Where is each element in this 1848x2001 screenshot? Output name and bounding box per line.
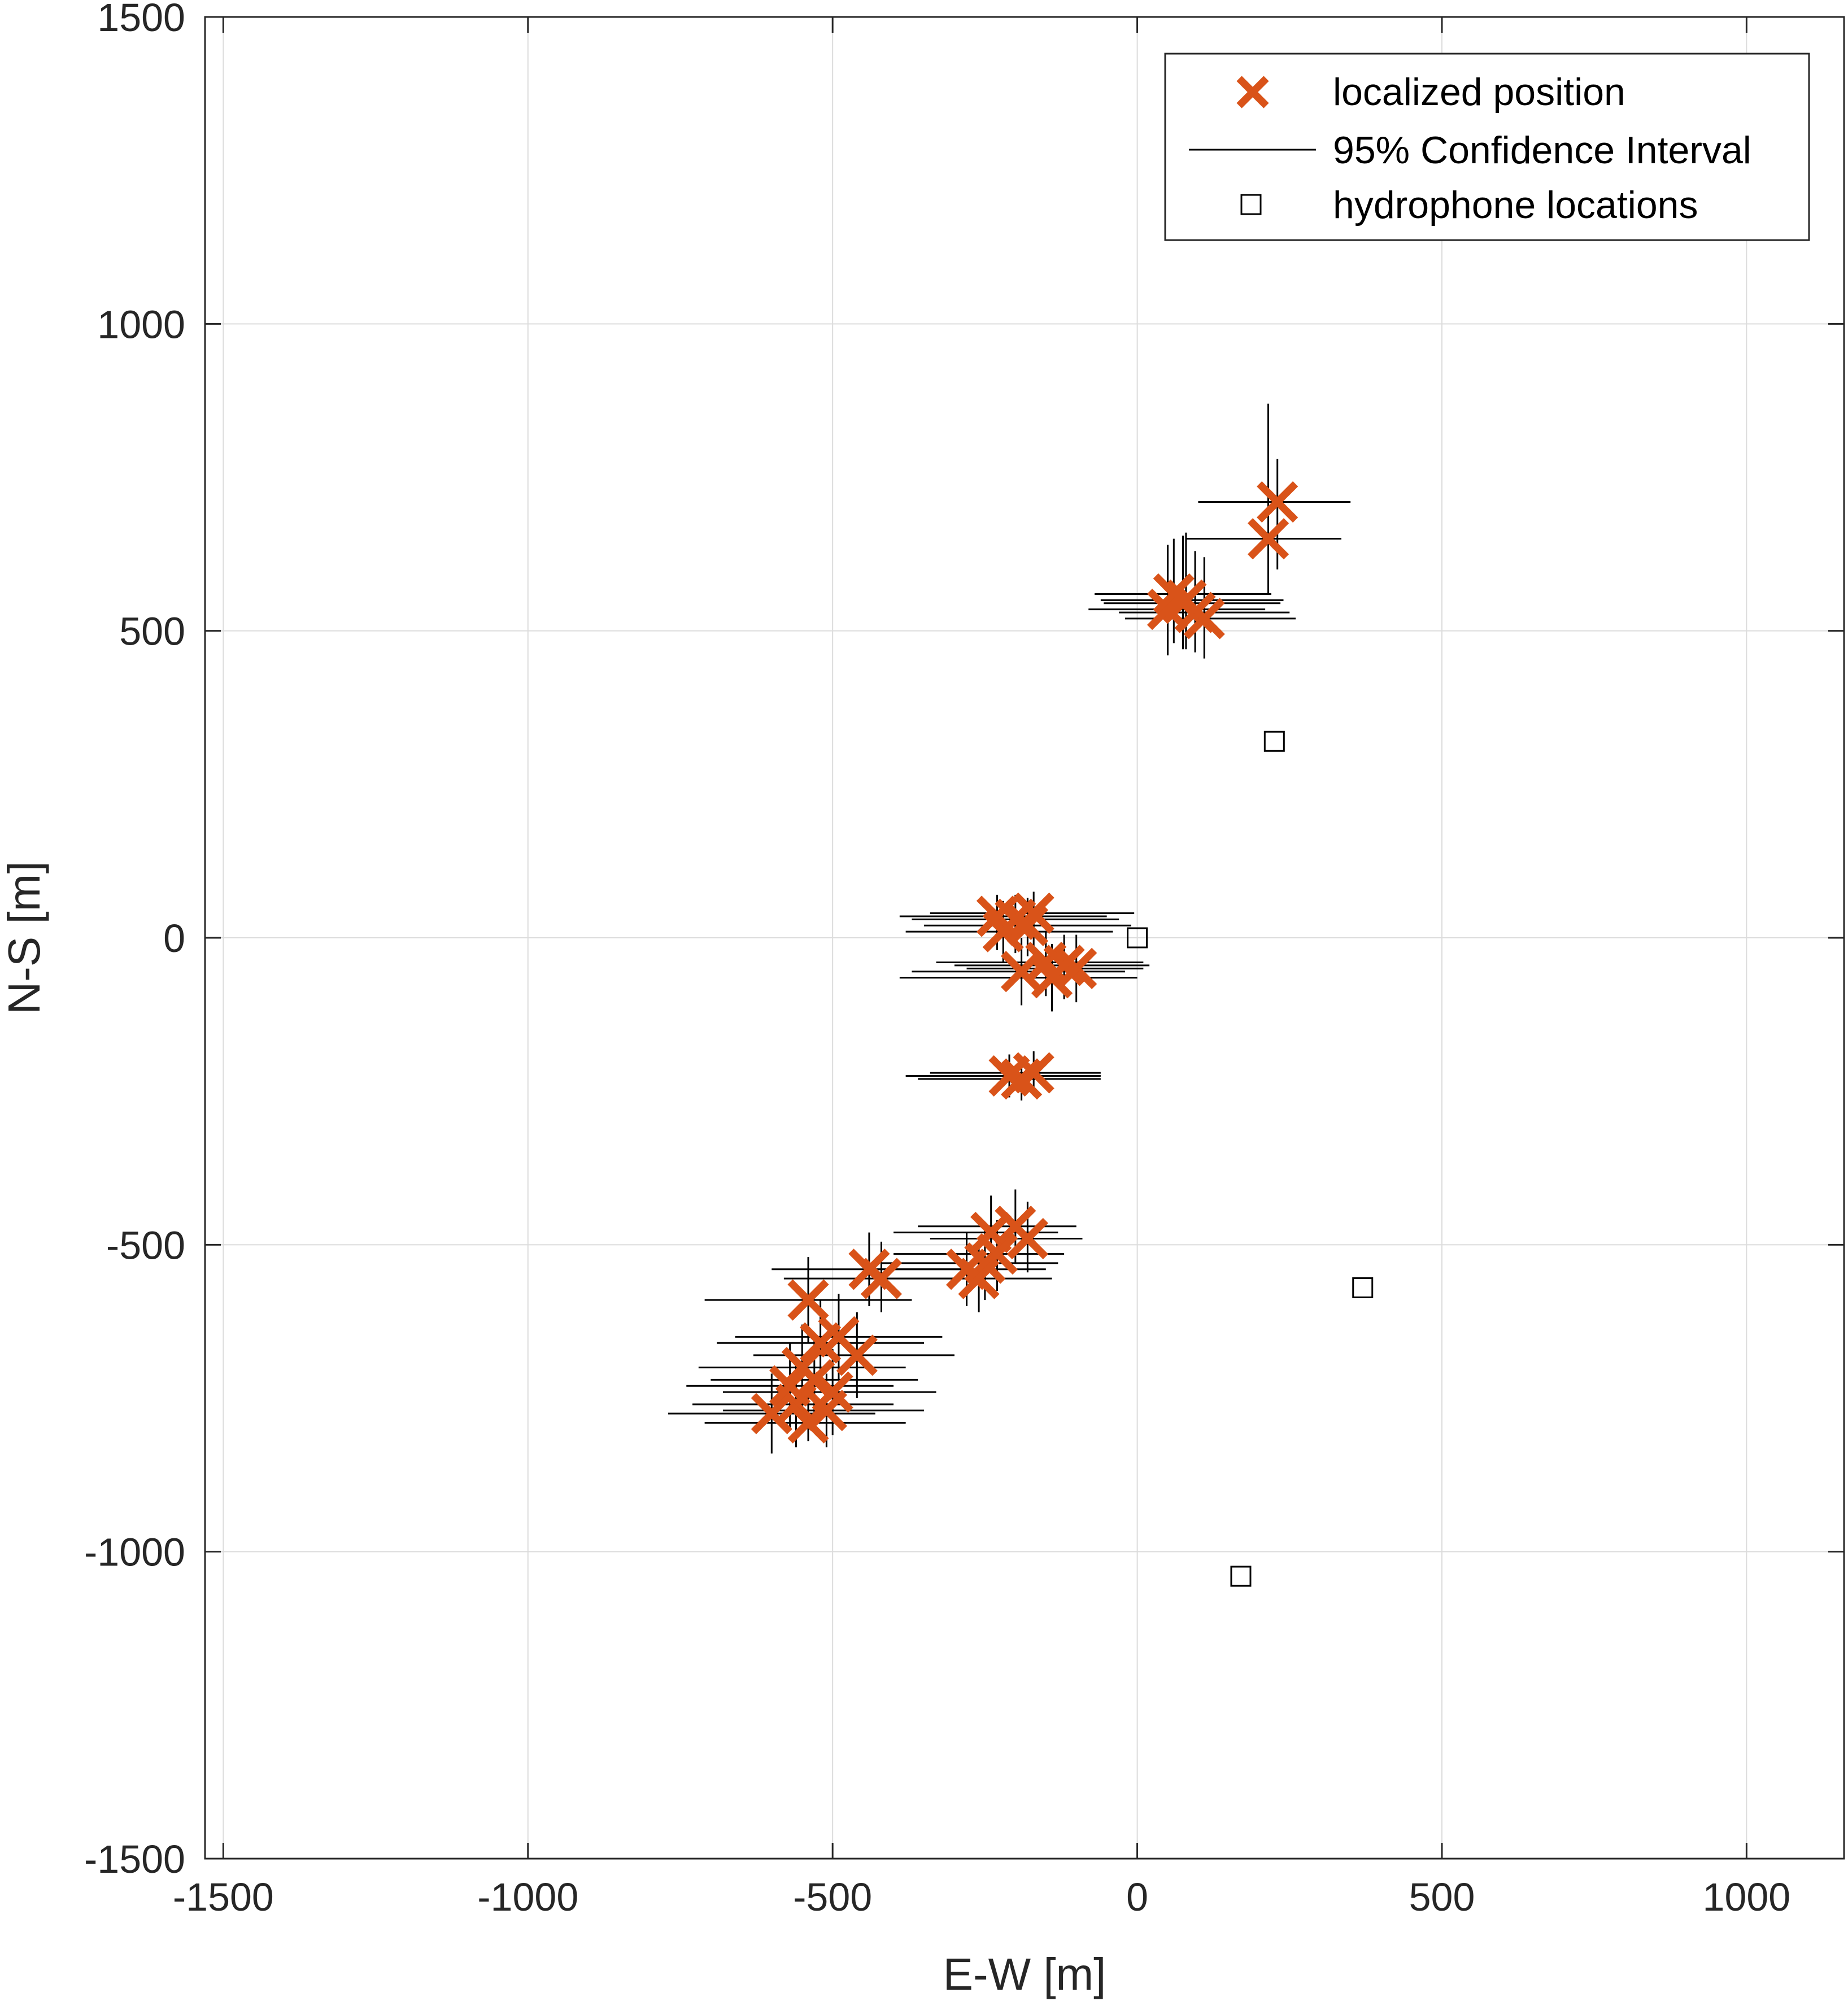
localized-position-marker bbox=[1165, 579, 1207, 621]
x-tick-label: -1500 bbox=[173, 1875, 274, 1919]
hydrophone-locations bbox=[1127, 730, 1374, 1587]
localized-position-marker bbox=[1257, 481, 1298, 523]
y-tick-label: 1500 bbox=[97, 0, 185, 40]
legend-box bbox=[1164, 53, 1810, 241]
localized-position-marker bbox=[1006, 1217, 1048, 1260]
y-tick-label: -500 bbox=[106, 1223, 185, 1267]
localized-position-marker bbox=[1013, 1052, 1054, 1094]
localized-position-marker bbox=[1013, 892, 1054, 934]
hydrophone-marker bbox=[1127, 927, 1148, 949]
y-tick-label: 500 bbox=[119, 610, 185, 654]
localized-position-marker bbox=[1001, 1058, 1043, 1100]
localized-position-marker bbox=[751, 1393, 792, 1434]
localized-position-marker bbox=[769, 1365, 811, 1407]
hydrophone-marker bbox=[1230, 1565, 1252, 1587]
y-tick-label: 0 bbox=[163, 916, 185, 960]
localized-position-marker bbox=[982, 911, 1024, 952]
localized-position-marker bbox=[860, 1258, 903, 1299]
localized-position-marker bbox=[787, 1402, 829, 1444]
x-axis-title: E-W [m] bbox=[943, 1949, 1106, 1999]
axis-ticks bbox=[205, 16, 1844, 1860]
plot-area bbox=[204, 16, 1845, 1860]
legend-label-confidence-interval: 95% Confidence Interval bbox=[1333, 129, 1751, 172]
legend: localized position 95% Confidence Interv… bbox=[1164, 53, 1810, 241]
hydrophone-marker bbox=[1352, 1277, 1374, 1298]
localized-position-marker bbox=[1247, 518, 1289, 560]
x-tick-label: 1000 bbox=[1703, 1875, 1791, 1919]
y-tick-label: -1500 bbox=[84, 1837, 185, 1881]
x-tick-label: 0 bbox=[1126, 1875, 1148, 1919]
localized-position-marker bbox=[836, 1334, 878, 1376]
hydrophone-marker bbox=[1263, 730, 1285, 752]
legend-label-hydrophone-locations: hydrophone locations bbox=[1333, 184, 1698, 227]
legend-x-marker bbox=[1236, 76, 1269, 108]
legend-swatch-localized-position bbox=[1236, 76, 1269, 108]
localized-position-marker bbox=[805, 1390, 847, 1432]
localized-position-marker bbox=[1001, 951, 1043, 993]
x-tick-label: -500 bbox=[793, 1875, 872, 1919]
localized-position-marker bbox=[1056, 947, 1097, 989]
localized-position-marker bbox=[1031, 957, 1073, 999]
confidence-interval bbox=[1100, 532, 1284, 650]
x-tick-labels: -1500 -1000 -500 0 500 1000 bbox=[173, 1875, 1790, 1919]
y-tick-label: -1000 bbox=[84, 1530, 185, 1574]
x-tick-label: 500 bbox=[1409, 1875, 1475, 1919]
localized-position-marker bbox=[958, 1258, 1000, 1299]
localized-position-marker bbox=[1006, 904, 1048, 946]
x-tick-label: -1000 bbox=[477, 1875, 578, 1919]
y-tick-labels: -1500 -1000 -500 0 500 1000 1500 bbox=[84, 0, 185, 1881]
localized-position-marker bbox=[794, 1359, 835, 1400]
localized-position-marker bbox=[787, 1279, 829, 1321]
y-tick-label: 1000 bbox=[97, 302, 185, 346]
legend-swatch-hydrophone bbox=[1240, 194, 1262, 215]
y-axis-title: N-S [m] bbox=[0, 861, 49, 1014]
legend-label-localized-position: localized position bbox=[1333, 71, 1625, 114]
localized-positions bbox=[751, 481, 1298, 1444]
localized-position-marker bbox=[976, 1233, 1018, 1275]
